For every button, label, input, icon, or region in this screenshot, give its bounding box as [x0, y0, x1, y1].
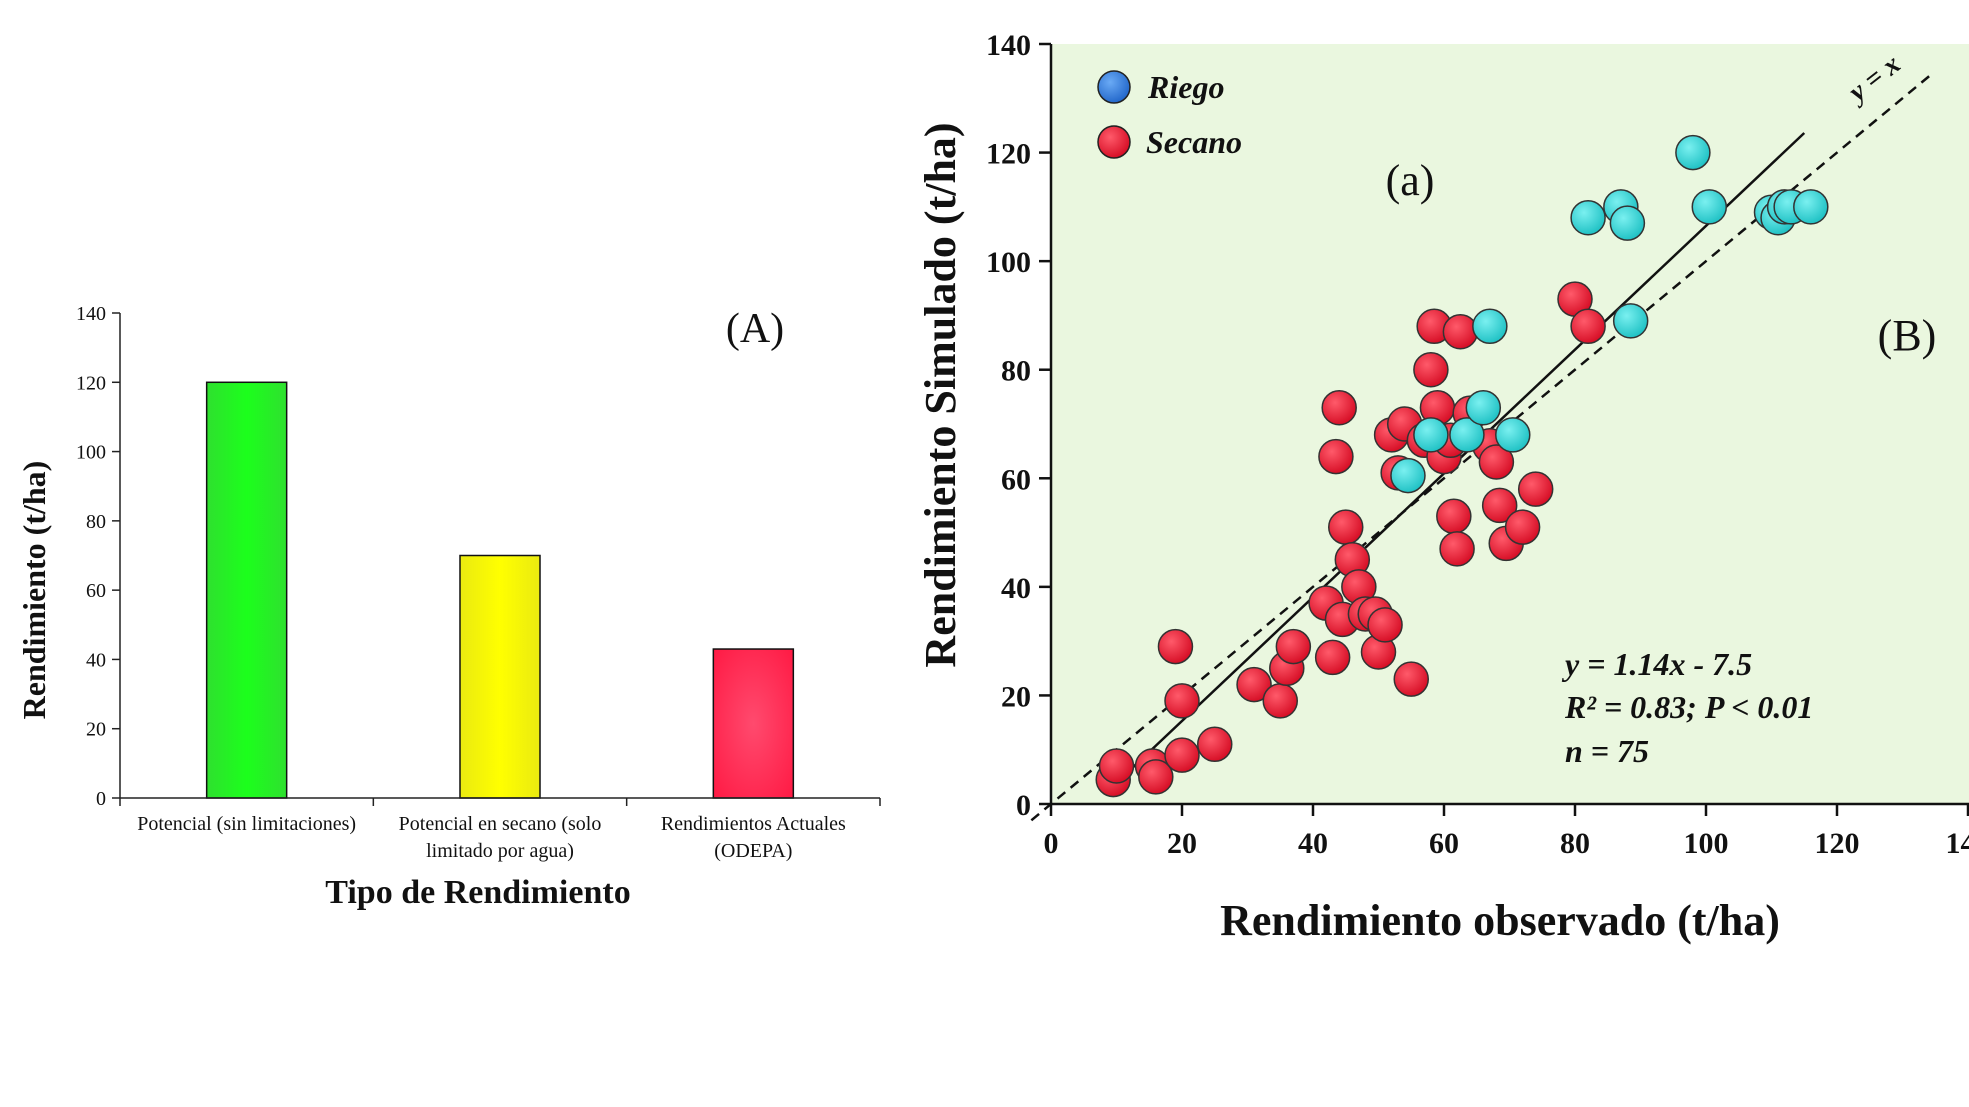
regression-r2-p: R² = 0.83; P < 0.01	[1564, 689, 1813, 725]
bar-y-tick-label: 140	[76, 303, 106, 325]
scatter-y-tick-label: 140	[986, 29, 1031, 62]
scatter-x-tick-label: 100	[1684, 827, 1729, 860]
point-secano	[1197, 726, 1233, 763]
scatter-legend: Riego Secano	[1097, 69, 1242, 160]
point-riego	[1390, 457, 1426, 494]
scatter-y-tick-label: 60	[1001, 463, 1031, 496]
bar-y-tick-label: 100	[76, 442, 106, 464]
bar-chart-x-axis-title: Tipo de Rendimiento	[325, 874, 630, 911]
point-secano	[1262, 683, 1298, 719]
bar-y-tick-label: 60	[86, 580, 106, 602]
point-secano	[1436, 498, 1472, 535]
legend-secano-label: Secano	[1146, 124, 1242, 160]
scatter-y-tick-label: 40	[1001, 572, 1031, 605]
regression-stats: y = 1.14x - 7.5 R² = 0.83; P < 0.01 n = …	[1561, 646, 1813, 769]
point-secano	[1413, 351, 1449, 388]
regression-equation: y = 1.14x - 7.5	[1561, 646, 1752, 682]
point-secano	[1157, 628, 1194, 665]
point-secano	[1517, 471, 1554, 507]
bar-y-tick-label: 80	[86, 511, 106, 533]
point-secano	[1393, 661, 1429, 697]
point-riego	[1793, 189, 1829, 225]
bar-chart-y-axis: 0 20 40 60 80 100 120 140	[76, 303, 121, 810]
scatter-x-tick-label: 80	[1560, 827, 1590, 860]
scatter-x-tick-label: 60	[1429, 827, 1459, 860]
point-secano	[1314, 639, 1351, 676]
point-secano	[1138, 759, 1174, 795]
point-secano	[1439, 531, 1475, 567]
scatter-x-axis-title: Rendimiento observado (t/ha)	[1220, 896, 1780, 945]
point-secano	[1504, 509, 1541, 545]
scatter-panel: 0 20 40 60 80 100 120 140 0 20 40 60 80 100 120 140 (a)…	[916, 29, 1969, 945]
bar-chart-panel: 0 20 40 60 80 100 120 140 Potencial (sin limita…	[16, 303, 881, 911]
scatter-x-tick-label: 20	[1167, 827, 1197, 860]
scatter-x-tick-label: 0	[1044, 827, 1059, 860]
bar-chart-y-axis-title: Rendimiento (t/ha)	[16, 461, 52, 720]
point-secano	[1321, 389, 1357, 426]
bar-1	[205, 381, 288, 799]
point-secano	[1328, 509, 1364, 545]
point-secano	[1570, 308, 1606, 345]
bar-y-tick-label: 20	[86, 719, 106, 741]
legend-riego-marker	[1097, 70, 1131, 104]
bar-3	[712, 648, 795, 799]
bar-category-label: limitado por agua)	[426, 840, 574, 862]
legend-riego-label: Riego	[1147, 69, 1224, 105]
point-riego	[1472, 308, 1508, 345]
point-riego	[1691, 189, 1728, 225]
bar-2	[459, 554, 541, 799]
bar-category-label: (ODEPA)	[714, 840, 792, 862]
point-secano	[1367, 607, 1403, 643]
point-riego	[1495, 417, 1531, 453]
scatter-y-tick-label: 0	[1016, 789, 1031, 822]
point-secano	[1481, 487, 1518, 524]
legend-secano-marker	[1097, 125, 1131, 159]
point-riego	[1449, 417, 1485, 453]
point-secano	[1164, 683, 1200, 719]
scatter-y-axis-title: Rendimiento Simulado (t/ha)	[916, 122, 965, 667]
bar-chart-bars	[205, 381, 795, 799]
scatter-y-tick-label: 120	[986, 138, 1031, 171]
point-riego	[1413, 417, 1449, 453]
point-riego	[1612, 303, 1649, 339]
point-riego	[1675, 134, 1711, 171]
bar-chart-x-axis: Potencial (sin limitaciones) Potencial en…	[119, 797, 881, 862]
bar-category-label: Potencial en secano (solo	[399, 813, 602, 835]
regression-n: n = 75	[1565, 733, 1649, 769]
point-secano	[1164, 737, 1200, 773]
point-secano	[1098, 748, 1135, 784]
scatter-y-tick-label: 100	[986, 246, 1031, 279]
scatter-x-tick-label: 120	[1815, 827, 1860, 860]
bar-y-tick-label: 120	[76, 372, 106, 394]
point-secano	[1275, 628, 1312, 665]
bar-chart-panel-label: (A)	[726, 306, 784, 352]
scatter-panel-label: (B)	[1878, 311, 1937, 360]
bar-category-label: Rendimientos Actuales	[661, 813, 846, 835]
bar-y-tick-label: 40	[86, 649, 106, 671]
point-riego	[1465, 389, 1502, 426]
point-riego	[1570, 199, 1606, 236]
point-riego	[1609, 205, 1646, 241]
point-secano	[1442, 313, 1479, 350]
bar-y-tick-label: 0	[96, 788, 106, 810]
scatter-axes: 0 20 40 60 80 100 120 140 0 20 40 60 80 100 120 140	[986, 29, 1969, 860]
point-secano	[1318, 438, 1354, 475]
scatter-y-tick-label: 20	[1001, 680, 1031, 713]
scatter-y-tick-label: 80	[1001, 355, 1031, 388]
scatter-x-tick-label: 40	[1298, 827, 1328, 860]
scatter-points	[1095, 134, 1829, 798]
point-secano	[1236, 666, 1272, 703]
scatter-x-tick-label: 140	[1946, 827, 1969, 860]
scatter-subpanel-label: (a)	[1386, 156, 1435, 205]
bar-category-label: Potencial (sin limitaciones)	[137, 813, 356, 835]
point-secano	[1478, 444, 1515, 480]
